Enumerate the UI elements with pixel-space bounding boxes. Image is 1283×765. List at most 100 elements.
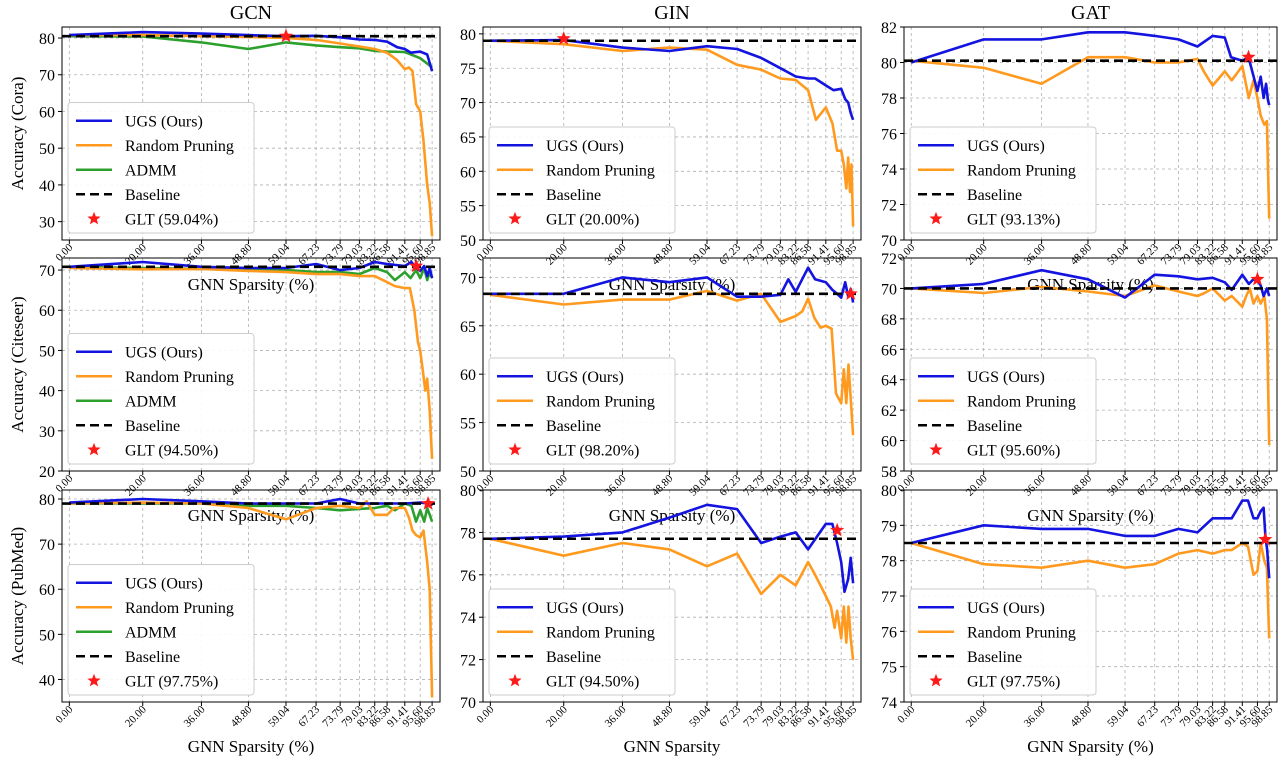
y-tick-label: 70 [39,537,55,554]
glt-marker [556,31,571,45]
series-line-random [490,289,855,436]
axes-frame [903,26,1278,241]
legend-label: Baseline [546,418,601,435]
y-tick-label: 55 [460,199,476,216]
x-tick-label: 36.00 [1022,241,1048,267]
x-tick-label: 67.23 [1135,703,1161,729]
x-tick-label: 36.00 [1022,703,1048,729]
x-tick-label: 48.80 [229,703,255,729]
y-tick-label: 68 [881,312,897,329]
axes-frame [61,26,441,241]
series-line-random [911,55,1271,219]
y-tick-label: 70 [460,96,476,113]
legend-box [67,102,255,234]
legend-glt-icon [929,673,943,687]
y-tick-label: 78 [881,91,897,108]
x-tick-label: 48.80 [650,241,676,267]
subplot-title: GCN [230,2,272,24]
y-tick-label: 30 [39,424,55,441]
plot-area [62,260,440,459]
legend-label: Baseline [125,187,180,204]
legend-label: Baseline [125,649,180,666]
x-tick-label: 59.04 [1105,703,1131,729]
subplot-1-2: 50 55 60 65 70 75 80 0.00 20.00 36.00 48.80 59.04 67… [460,2,862,294]
x-axis-label: GNN Sparsity (%) [1027,506,1154,525]
y-axis-label: Accuracy (Cora) [8,77,27,191]
y-tick-label: 60 [460,164,476,181]
series-line-ugs [911,268,1271,299]
legend-label: Baseline [125,418,180,435]
y-axis-label: Accuracy (PubMed) [8,527,27,665]
legend-label: Baseline [546,649,601,666]
series-line-random [911,284,1271,446]
y-tick-label: 75 [881,660,897,677]
y-tick-label: 80 [881,56,897,73]
x-tick-label: 20.00 [544,703,570,729]
y-tick-label: 70 [39,68,55,85]
y-tick-label: 65 [460,130,476,147]
series-line-ugs [69,30,434,72]
x-tick-label: 48.80 [650,472,676,498]
y-tick-label: 70 [881,233,897,250]
y-tick-label: 72 [881,198,897,215]
x-tick-label: 36.00 [182,241,208,267]
legend-label: GLT (95.60%) [967,442,1060,459]
x-tick-label: 20.00 [964,703,990,729]
y-axis-label: Accuracy (Citeseer) [8,296,27,432]
x-tick-label: 20.00 [123,472,149,498]
x-tick-label: 67.23 [1135,472,1161,498]
x-tick-label: 0.00 [895,703,917,725]
legend-label: Random Pruning [546,624,655,641]
glt-marker [1250,271,1265,286]
y-tick-label: 65 [460,319,476,336]
axes-frame [903,257,1278,472]
y-tick-label: 76 [881,624,897,641]
legend-label: UGS (Ours) [546,369,624,386]
series-line-admm [69,34,433,69]
x-axis-label: GNN Sparsity [624,737,721,756]
glt-marker [830,522,845,537]
x-tick-label: 59.04 [266,241,292,267]
y-tick-label: 74 [881,695,897,712]
y-tick-label: 80 [39,31,55,48]
legend-box [909,357,1097,465]
series-line-random [490,537,855,660]
plot-area [904,268,1277,446]
legend-label: GLT (20.00%) [546,211,639,228]
x-tick-label: 0.00 [53,703,75,725]
subplot-title: GAT [1071,2,1110,24]
legend-label: Random Pruning [125,600,234,617]
y-tick-label: 70 [39,263,55,280]
y-tick-label: 76 [460,568,476,585]
glt-marker [278,28,294,43]
legend-label: ADMM [125,162,177,179]
plot-area [483,38,861,227]
y-tick-label: 74 [881,162,897,179]
legend-label: Baseline [967,418,1022,435]
y-tick-label: 74 [460,610,476,627]
y-tick-label: 50 [460,464,476,481]
y-tick-label: 55 [460,416,476,433]
x-tick-label: 59.04 [266,703,292,729]
legend-label: UGS (Ours) [125,113,203,130]
x-tick-label: 59.04 [266,472,292,498]
series-line-random [69,266,434,459]
legend-label: Random Pruning [125,138,234,155]
legend-label: GLT (94.50%) [125,442,218,459]
legend-box [909,588,1097,696]
legend-label: Random Pruning [967,624,1076,641]
plot-area [62,30,440,237]
y-tick-label: 75 [460,61,476,78]
x-tick-label: 0.00 [895,241,917,263]
x-tick-label: 48.80 [1068,472,1094,498]
legend-box [488,126,676,234]
legend-label: Random Pruning [967,162,1076,179]
x-tick-label: 0.00 [474,703,496,725]
y-tick-label: 78 [460,525,476,542]
legend-box [488,588,676,696]
legend-label: Random Pruning [546,393,655,410]
legend-label: UGS (Ours) [546,600,624,617]
x-tick-label: 67.23 [296,472,322,498]
